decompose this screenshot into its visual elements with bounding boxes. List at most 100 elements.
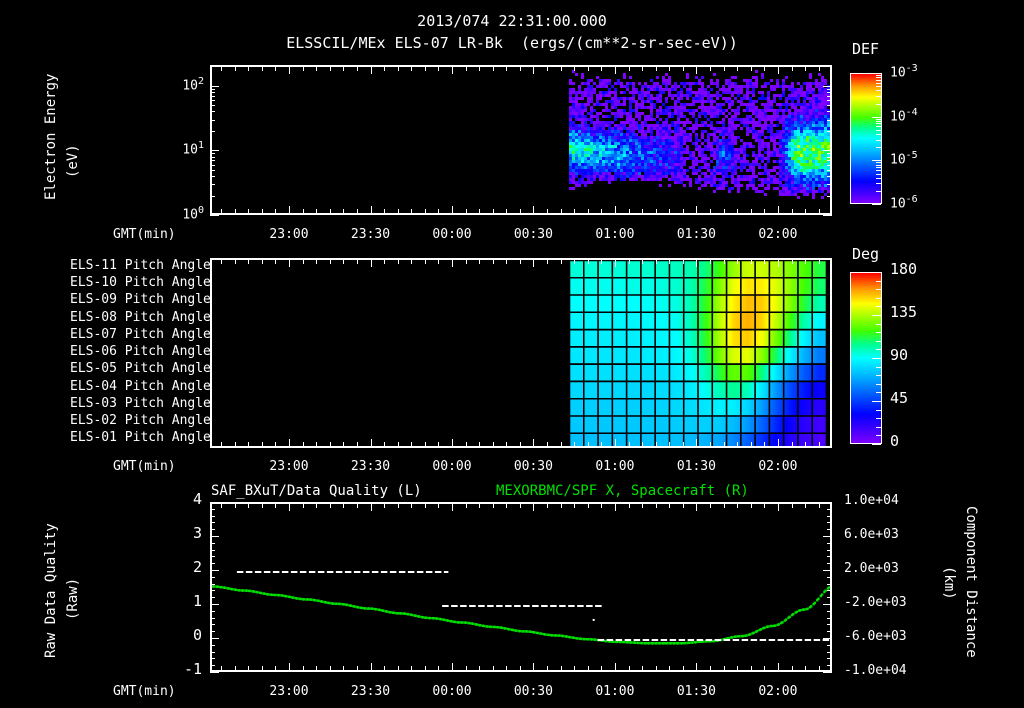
x-tick-major — [397, 65, 399, 71]
x-tick-major — [682, 258, 684, 264]
x-tick-major — [642, 442, 644, 448]
pitch-angle-row-label: ELS-09 Pitch Angle — [70, 292, 211, 308]
y-tick — [823, 570, 832, 571]
pitch-angle-plot[interactable] — [210, 258, 832, 448]
x-tick-major — [628, 666, 630, 672]
x-tick-major — [669, 258, 671, 264]
x-tick-label: 23:30 — [350, 227, 391, 242]
x-tick-major — [547, 258, 548, 264]
y-tick-label: 102 — [164, 76, 204, 92]
colorbar-tick — [876, 280, 881, 282]
y-tick — [827, 651, 832, 653]
x-tick-major — [764, 666, 766, 672]
x-tick-major — [438, 666, 440, 672]
y-tick — [210, 556, 215, 558]
x-tick-major — [791, 65, 793, 71]
x-tick-major — [614, 258, 616, 267]
x-tick-major — [777, 65, 779, 74]
colorbar-tick — [872, 204, 881, 205]
y-tick — [210, 100, 215, 101]
x-tick-major — [465, 502, 467, 508]
y-tick-label-right: -6.0e+03 — [844, 629, 907, 644]
colorbar-tick — [876, 426, 881, 428]
y-tick — [827, 92, 832, 93]
x-tick-major — [574, 209, 576, 215]
x-tick-major — [519, 65, 521, 71]
x-tick-major — [329, 502, 331, 508]
x-tick-major — [764, 442, 766, 448]
x-tick-major — [452, 663, 453, 672]
y-tick — [827, 111, 832, 113]
colorbar-tick — [872, 272, 881, 273]
x-tick-major — [384, 209, 386, 215]
x-tick-major — [452, 439, 453, 448]
x-tick-major — [696, 439, 698, 448]
x-tick-label: 23:00 — [269, 684, 309, 699]
page-subtitle: ELSSCIL/MEx ELS-07 LR-Bk (ergs/(cm**2-sr… — [286, 34, 738, 52]
x-tick-major — [710, 442, 711, 448]
x-tick-major — [696, 502, 698, 511]
y-tick — [827, 508, 832, 510]
x-tick-major — [465, 442, 467, 448]
x-tick-major — [221, 442, 223, 448]
x-tick-major — [492, 258, 494, 264]
x-tick-major — [329, 666, 331, 672]
colorbar-tick — [876, 366, 881, 368]
colorbar-tick — [876, 375, 881, 377]
y-tick — [827, 617, 832, 619]
x-tick-major — [370, 65, 372, 74]
x-tick-major — [642, 502, 644, 508]
x-tick-major — [438, 502, 440, 508]
colorbar-tick — [872, 160, 881, 162]
x-tick-major — [411, 666, 413, 672]
colorbar-tick — [872, 315, 881, 316]
x-tick-major — [234, 442, 236, 448]
x-tick-major — [655, 65, 657, 71]
y-tick — [827, 583, 832, 585]
y-tick-exponent: 1 — [197, 140, 204, 152]
x-tick-major — [329, 209, 331, 215]
y-tick — [210, 119, 215, 121]
x-tick-label: 23:00 — [269, 227, 309, 242]
x-tick-major — [275, 258, 277, 264]
y-tick — [827, 515, 832, 517]
colorbar-tick-exponent: -3 — [905, 63, 918, 74]
y-tick — [210, 549, 215, 551]
x-tick-major — [248, 65, 250, 71]
x-tick-major — [316, 442, 318, 448]
x-tick-major — [492, 666, 494, 672]
colorbar-tick — [876, 147, 881, 149]
y-tick — [210, 617, 215, 619]
x-tick-major — [424, 209, 426, 215]
pitch-angle-row-label: ELS-01 Pitch Angle — [70, 430, 211, 446]
y-tick — [210, 536, 219, 537]
colorbar-tick — [876, 129, 881, 131]
y-tick — [210, 624, 215, 626]
x-tick-major — [370, 439, 372, 448]
x-tick-major — [356, 209, 358, 215]
colorbar-tick — [872, 444, 881, 445]
x-tick-major — [805, 65, 806, 71]
x-tick-major — [818, 666, 820, 672]
electron-energy-spectrogram-plot[interactable] — [210, 65, 832, 215]
x-tick-major — [316, 666, 318, 672]
y-tick — [210, 150, 219, 152]
x-tick-major — [587, 65, 589, 71]
x-tick-major — [506, 209, 508, 215]
colorbar-tick-label: 10-4 — [890, 107, 918, 123]
x-tick-major — [248, 442, 250, 448]
x-tick-major — [655, 442, 657, 448]
x-tick-major — [519, 502, 521, 508]
y-tick — [210, 85, 219, 87]
colorbar-tick-label: 0 — [890, 432, 900, 450]
x-tick-major — [737, 502, 739, 508]
colorbar-tick — [876, 139, 881, 141]
x-tick-label: 00:30 — [513, 684, 553, 699]
x-tick-major — [696, 663, 698, 672]
y-tick — [210, 130, 215, 132]
data-quality-distance-plot[interactable] — [210, 502, 832, 672]
y-tick-label-right: -1.0e+04 — [844, 663, 907, 678]
x-tick-major — [370, 663, 372, 672]
x-tick-major — [289, 439, 290, 448]
x-tick-major — [655, 502, 657, 508]
